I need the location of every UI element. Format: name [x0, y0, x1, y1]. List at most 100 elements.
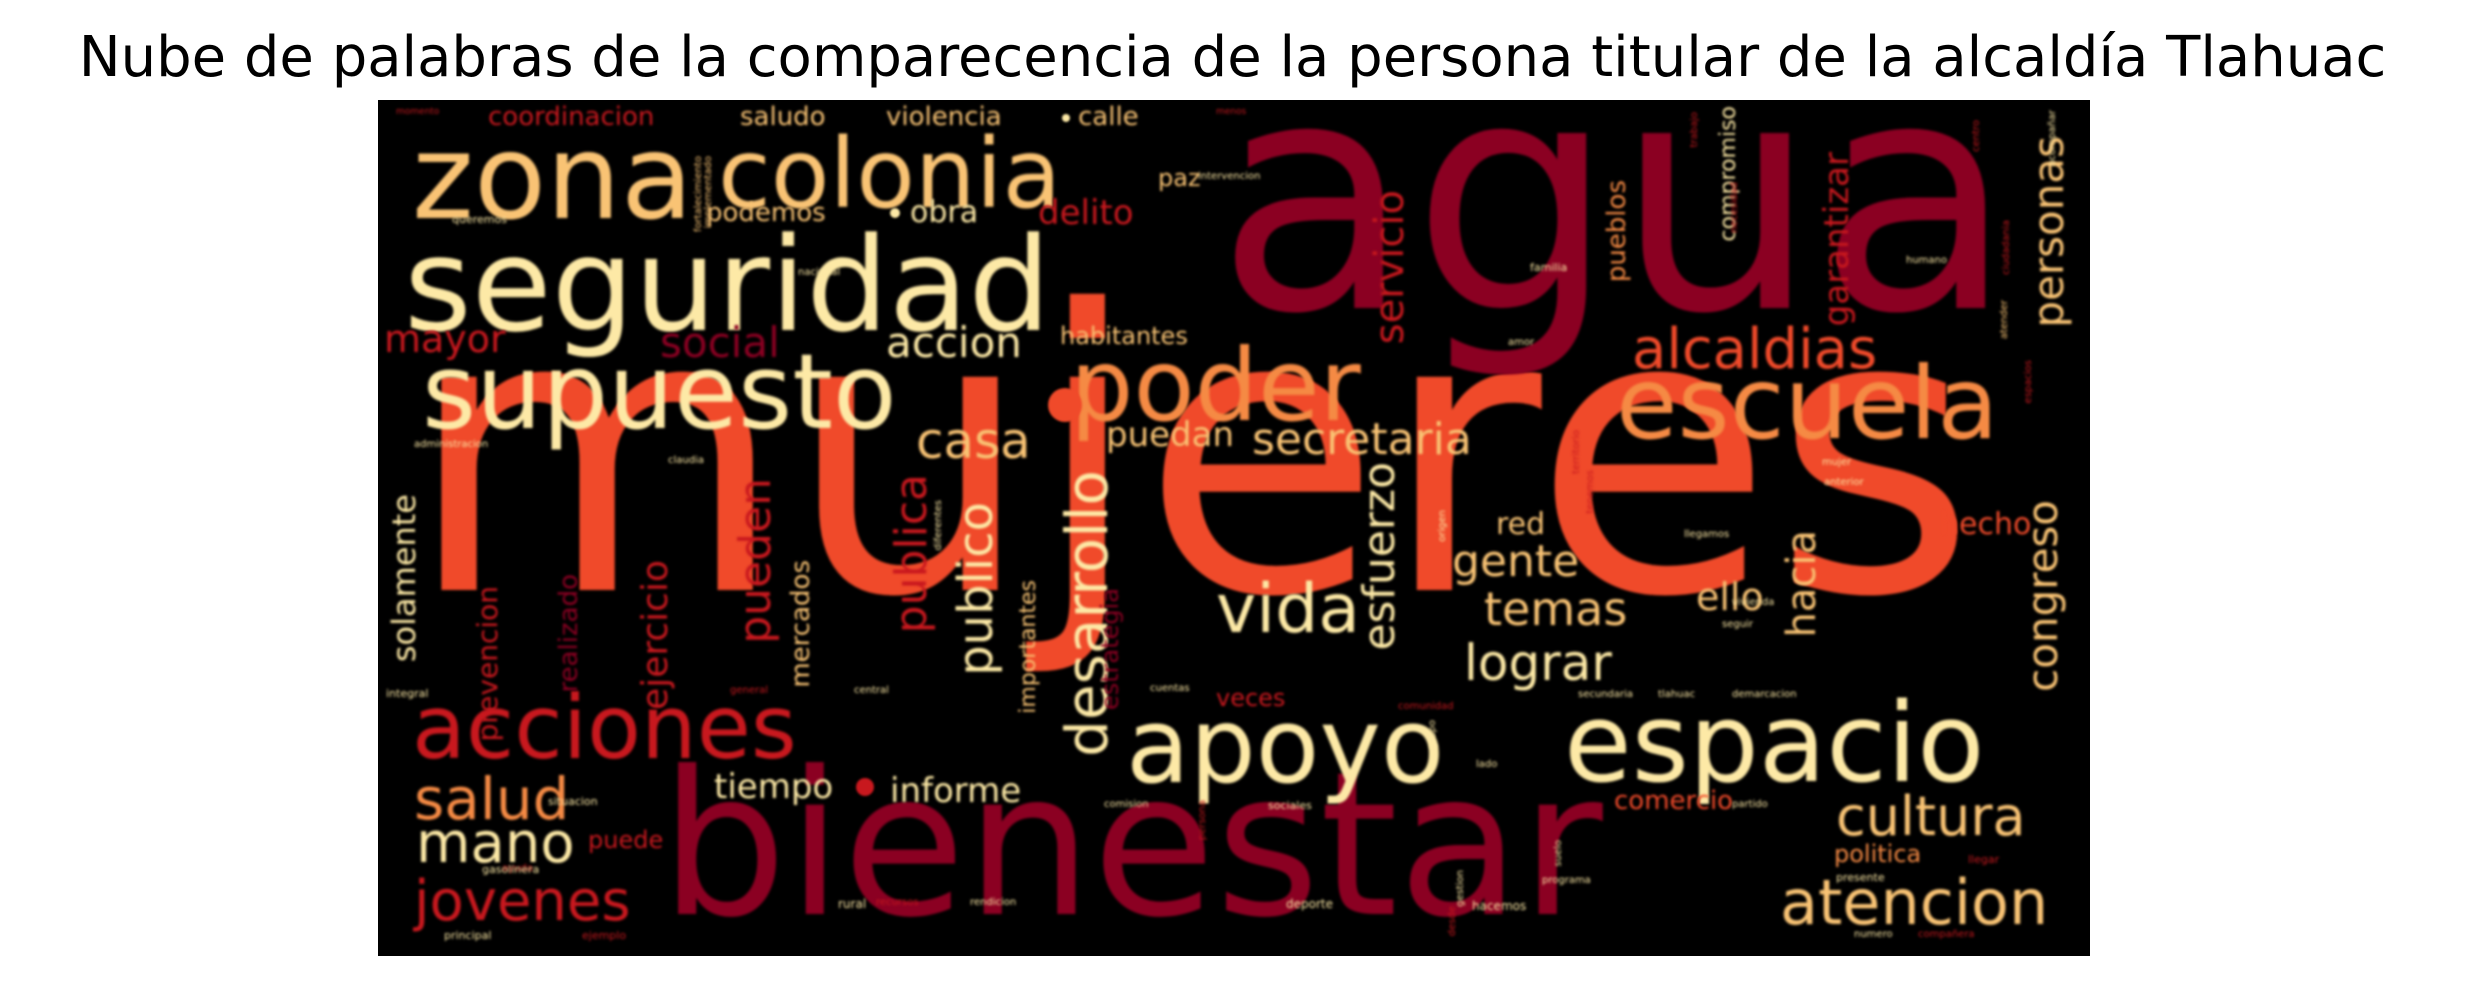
word-gasolinera: gasolinera: [482, 863, 540, 876]
word-politica: politica: [1834, 840, 1922, 868]
word-vida: vida: [1216, 570, 1360, 649]
word-intervencion: intervencion: [1198, 171, 1261, 182]
word-puede: puede: [588, 826, 664, 854]
word-atencion: atencion: [1780, 866, 2049, 939]
word-agua: agua: [1216, 100, 2015, 384]
word-espacio: espacio: [1564, 679, 1985, 807]
word-comunidad: comunidad: [1398, 701, 1454, 712]
word-esfuerzo: esfuerzo: [1354, 462, 1405, 651]
word-rendicion: rendicion: [970, 897, 1017, 908]
word-integral: integral: [386, 687, 429, 700]
word-zona: zona: [412, 108, 694, 246]
word-momento: momento: [396, 107, 440, 117]
word-espacios: espacios: [2023, 360, 2034, 404]
word-jovenes: jovenes: [414, 869, 631, 934]
word-coordinacion: coordinacion: [488, 102, 655, 132]
word-secretaria: secretaria: [1252, 414, 1472, 465]
word-importantes: importantes: [1016, 580, 1041, 714]
word-violencia: violencia: [886, 102, 1002, 132]
word-territorio: territorio: [1571, 430, 1582, 474]
word-seguridad: seguridad: [404, 209, 1051, 361]
word-llegar: llegar: [1968, 853, 2000, 866]
word-informe: informe: [890, 771, 1022, 811]
word-apoyo: apoyo: [1126, 685, 1445, 807]
word-rural: rural: [838, 897, 867, 911]
word-humano: humano: [1906, 255, 1948, 266]
word-publico: publico: [948, 502, 1004, 676]
word-amor: amor: [1508, 337, 1535, 348]
word-cuentas: cuentas: [1150, 683, 1190, 694]
word-claudia: claudia: [668, 455, 704, 466]
dot-mark: [1062, 114, 1070, 122]
word-acompanar: acompañar: [2047, 110, 2058, 167]
word-partido: partido: [1732, 799, 1768, 810]
word-origen: origen: [1437, 510, 1448, 542]
word-implementado: implementado: [703, 156, 714, 229]
word-recursos: recursos: [876, 897, 919, 908]
word-tiempo: tiempo: [714, 767, 834, 807]
word-secundaria: secundaria: [1578, 689, 1634, 700]
word-ello: ello: [1696, 575, 1764, 619]
word-situacion: situacion: [548, 795, 598, 808]
word-llegamos: llegamos: [1684, 529, 1730, 540]
word-prevencion: prevencion: [471, 586, 504, 742]
word-mujer: mujer: [1822, 457, 1852, 468]
word-desde: desde: [1447, 906, 1458, 937]
word-presente: presente: [1836, 871, 1885, 884]
word-cloud: mujeres agua bienestar seguridad zona co…: [378, 100, 2090, 956]
word-acciones: acciones: [412, 676, 797, 779]
word-servicio: servicio: [1367, 190, 1413, 345]
word-administracion: administracion: [414, 439, 489, 450]
word-sociales: sociales: [1268, 799, 1312, 812]
word-accion: accion: [886, 318, 1022, 367]
word-saludo: saludo: [740, 102, 826, 132]
word-queremos: queremos: [452, 213, 507, 226]
word-temas: temas: [1484, 582, 1628, 636]
word-casa: casa: [916, 412, 1031, 470]
word-programa: programa: [1542, 875, 1591, 886]
word-cultura: cultura: [1836, 785, 2026, 848]
word-supuesto: supuesto: [422, 331, 897, 453]
word-principal: principal: [444, 929, 492, 942]
word-calle: calle: [1078, 102, 1139, 132]
word-lograr: lograr: [1464, 634, 1612, 692]
word-central: central: [854, 685, 889, 696]
word-salud: salud: [414, 765, 570, 833]
word-alcaldias: alcaldias: [1632, 317, 1878, 382]
word-menos: menos: [1216, 107, 1247, 117]
word-tenemos: tenemos: [1585, 470, 1596, 514]
word-puedan: puedan: [1106, 415, 1235, 455]
word-deporte: deporte: [1286, 897, 1333, 911]
word-estrategia: estrategia: [1096, 588, 1124, 711]
word-ciudadania: ciudadania: [2001, 220, 2012, 275]
word-realizado: realizado: [554, 574, 584, 693]
word-ayuda: ayuda: [502, 863, 533, 874]
word-lado: lado: [1476, 759, 1498, 770]
word-grupo: grupo: [1427, 720, 1438, 750]
word-mercados: mercados: [786, 560, 816, 688]
word-companera: compañera: [1918, 929, 1975, 940]
word-obra: obra: [910, 195, 979, 230]
word-hecho: hecho: [1940, 507, 2032, 542]
word-pueblos: pueblos: [1602, 180, 1632, 283]
word-mayor: mayor: [384, 317, 506, 361]
word-garantizar: garantizar: [1817, 152, 1857, 327]
word-centro: centro: [1971, 120, 1982, 152]
word-vivienda: vivienda: [1732, 597, 1775, 608]
word-demarcacion: demarcacion: [1732, 689, 1797, 700]
word-mano: mano: [416, 811, 575, 876]
dot-mark: [1048, 388, 1082, 422]
word-hacia: hacia: [1779, 530, 1825, 638]
word-gestion: gestion: [1455, 870, 1466, 907]
word-atender: atender: [1999, 300, 2010, 340]
word-ejemplo: ejemplo: [582, 929, 627, 942]
word-escuela: escuela: [1616, 345, 1999, 462]
word-pueden: pueden: [730, 478, 781, 644]
word-gente: gente: [1452, 536, 1580, 587]
word-diferentes: diferentes: [933, 500, 944, 551]
word-seguir: seguir: [1722, 619, 1753, 630]
word-anterior: anterior: [1824, 477, 1864, 488]
word-habitantes: habitantes: [1060, 322, 1188, 350]
word-general: general: [730, 685, 769, 696]
word-podemos: podemos: [706, 198, 826, 228]
